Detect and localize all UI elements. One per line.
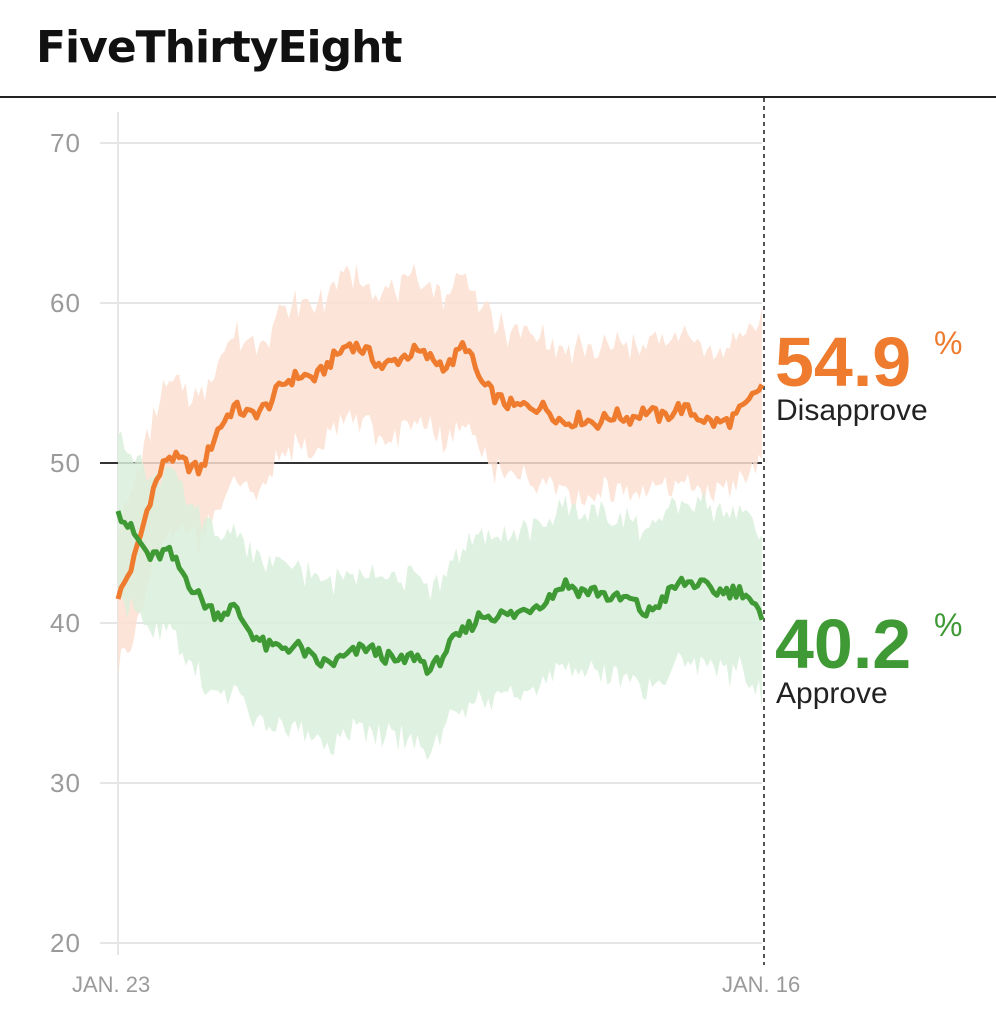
y-tick-label-50: 50 — [50, 448, 81, 478]
header: FiveThirtyEight — [0, 0, 996, 96]
y-tick-label-60: 60 — [50, 288, 81, 318]
disapprove-value: 54.9 — [775, 323, 911, 401]
approve-line — [115, 510, 765, 676]
y-tick-label-70: 70 — [50, 128, 81, 158]
approve-percent-sign: % — [934, 607, 962, 643]
disapprove-label: Disapprove — [776, 394, 928, 427]
y-tick-label-40: 40 — [50, 608, 81, 638]
y-tick-label-20: 20 — [50, 928, 81, 958]
x-tick-label-end: JAN. 16 — [722, 972, 800, 997]
approve-value: 40.2 — [775, 605, 911, 683]
line-layer — [115, 340, 765, 676]
y-tick-label-30: 30 — [50, 768, 81, 798]
approve-label: Approve — [776, 677, 888, 710]
disapprove-band — [118, 263, 762, 678]
header-rule — [0, 96, 996, 98]
band-layer — [118, 263, 762, 760]
disapprove-percent-sign: % — [934, 325, 962, 361]
x-tick-label-start: JAN. 23 — [72, 972, 150, 997]
approve-band — [118, 431, 762, 760]
brand-logo: FiveThirtyEight — [36, 22, 402, 73]
disapprove-line — [115, 340, 765, 600]
